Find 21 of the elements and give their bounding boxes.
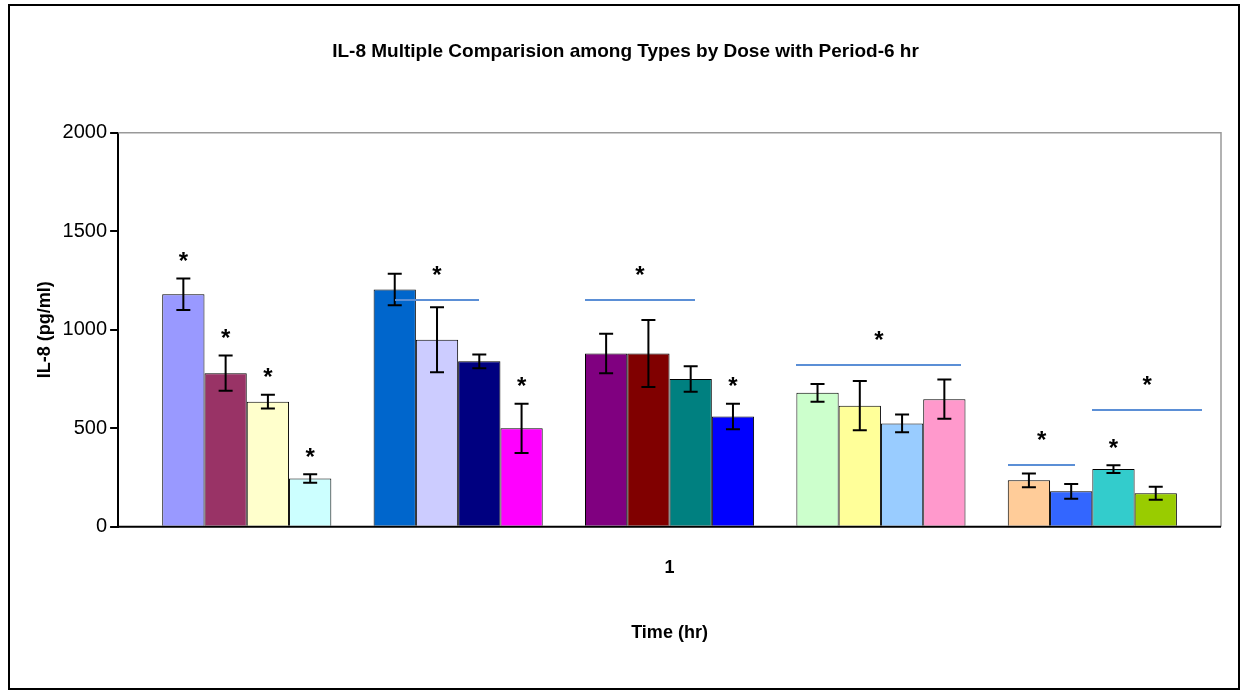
data-label: * [728,372,739,400]
annotation: * [635,260,645,288]
data-label: * [516,372,527,400]
y-tick-label: 500 [73,415,108,438]
y-tick-label: 1000 [62,317,108,340]
data-label: * [305,442,316,470]
data-label: * [220,324,231,352]
x-tick-label: 1 [664,556,675,577]
y-tick-label: 2000 [62,120,108,143]
y-tick-label: 1500 [62,218,108,241]
data-label: * [1108,433,1119,461]
y-axis-title: IL-8 (pg/ml) [33,281,54,379]
annotation: * [1142,370,1152,398]
chart-title: IL-8 Multiple Comparision among Types by Dose with Period-6 hr [332,39,920,61]
annotation: * [874,325,884,353]
annotation: * [1036,426,1047,454]
x-axis-title: Time (hr) [631,622,708,643]
annotation: * [432,260,442,288]
y-tick-label: 0 [95,514,108,537]
data-label: * [263,363,274,391]
data-label: * [178,247,189,275]
